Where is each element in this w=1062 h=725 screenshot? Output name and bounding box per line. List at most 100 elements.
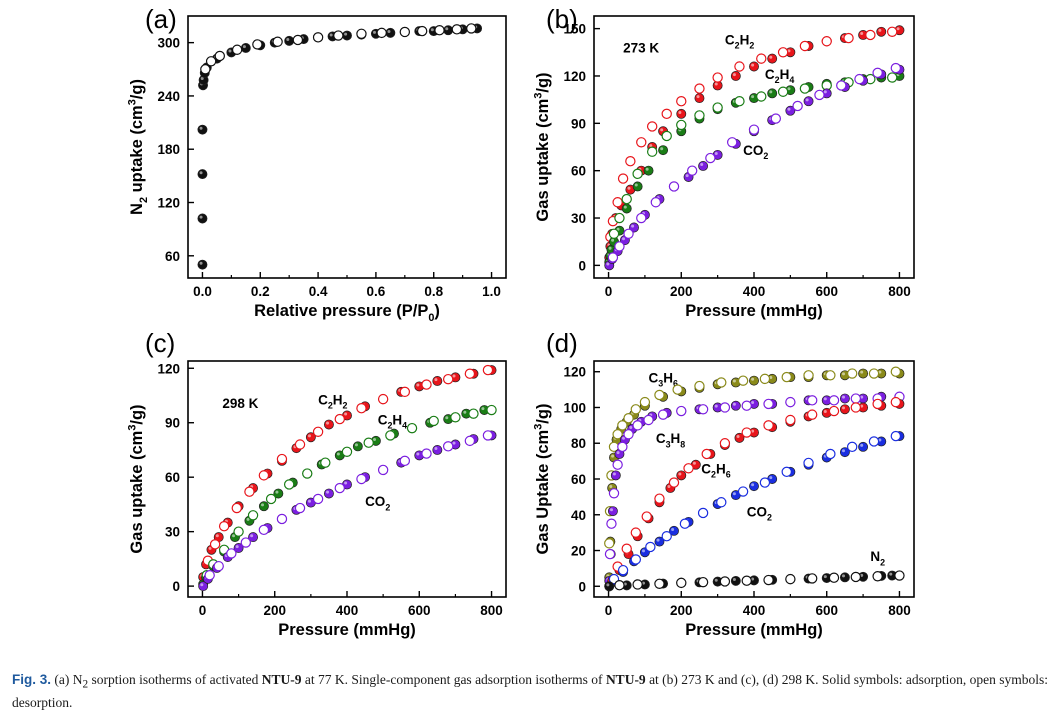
data-point-highlight	[823, 575, 827, 579]
data-point-highlight	[286, 37, 290, 41]
data-point	[668, 477, 680, 488]
series-a	[200, 23, 477, 75]
data-point	[676, 119, 687, 131]
data-point	[676, 108, 687, 119]
y-tick-label-d: 0	[578, 579, 586, 594]
data-point	[839, 393, 850, 404]
data-point	[428, 415, 439, 427]
figure-caption: Fig. 3. (a) N2 sorption isotherms of act…	[12, 671, 1052, 711]
data-point	[451, 24, 463, 35]
data-point	[213, 560, 224, 572]
data-point	[737, 486, 749, 497]
data-point-highlight	[842, 574, 846, 578]
data-point	[661, 531, 672, 542]
data-point	[272, 36, 283, 47]
data-point-highlight	[452, 374, 456, 378]
data-point-highlight	[751, 483, 755, 487]
data-point	[749, 481, 759, 492]
data-point-highlight	[634, 183, 638, 187]
data-point	[792, 100, 803, 112]
annotation-b: 273 K	[623, 40, 659, 55]
data-point	[607, 252, 619, 263]
data-point	[781, 371, 792, 383]
y-tick-label-a: 180	[157, 142, 180, 157]
data-point	[312, 493, 324, 505]
data-point	[756, 53, 767, 64]
data-point	[858, 441, 869, 452]
data-point-highlight	[667, 485, 671, 489]
data-point	[767, 53, 778, 64]
caption-text-3: at 77 K. Single-component gas adsorption…	[301, 672, 606, 687]
data-point	[632, 181, 643, 192]
data-point-highlight	[700, 163, 704, 167]
data-point	[399, 455, 411, 467]
data-point-highlight	[235, 545, 239, 549]
data-point-highlight	[671, 527, 675, 531]
data-point	[697, 576, 709, 588]
data-point	[868, 436, 880, 447]
data-point	[363, 437, 374, 448]
data-point-highlight	[609, 485, 613, 489]
data-point	[645, 541, 656, 553]
y-tick-label-a: 120	[157, 196, 180, 211]
data-point-highlight	[787, 107, 791, 111]
data-point	[614, 241, 625, 252]
data-point	[828, 405, 840, 417]
x-axis-label-c: Pressure (mmHg)	[278, 621, 416, 639]
data-point	[376, 27, 387, 39]
data-point-highlight	[736, 434, 740, 438]
data-point	[694, 380, 705, 392]
data-point	[894, 570, 905, 581]
data-point	[694, 110, 705, 121]
series-d	[614, 570, 905, 591]
data-point	[617, 173, 629, 184]
data-point	[821, 36, 832, 47]
series-c	[202, 364, 494, 566]
data-point-highlight	[199, 215, 203, 219]
caption-text-2: sorption isotherms of activated	[88, 672, 262, 687]
data-point	[865, 29, 876, 41]
data-point	[612, 429, 623, 440]
data-point-highlight	[373, 30, 377, 34]
caption-text-4: at (b) 273 K and (c), (d) 298 K. Solid s…	[12, 672, 1049, 710]
y-tick-label-c: 60	[165, 470, 180, 485]
data-point	[604, 581, 615, 592]
data-point-highlight	[387, 29, 391, 33]
data-point	[312, 426, 324, 437]
data-point	[759, 477, 771, 488]
data-point	[356, 473, 367, 485]
data-point-highlight	[878, 28, 882, 32]
data-point	[197, 169, 208, 180]
data-point-highlight	[200, 583, 204, 587]
x-axis-label-b: Pressure (mmHg)	[685, 302, 823, 320]
x-tick-label-a: 0.0	[193, 284, 212, 299]
data-point-highlight	[823, 409, 827, 413]
data-point	[803, 457, 814, 469]
annotation-b: C2H4	[765, 67, 794, 85]
data-point-highlight	[622, 237, 626, 241]
panel-label-d: (d)	[546, 328, 578, 358]
y-tick-label-a: 60	[165, 249, 180, 264]
data-point	[294, 502, 306, 514]
x-tick-label-c: 0	[199, 603, 207, 618]
plot-frame-a	[187, 15, 507, 279]
data-point	[785, 573, 796, 585]
data-point	[341, 446, 353, 457]
annotation-c: C2H4	[378, 413, 407, 431]
data-point	[342, 30, 352, 41]
data-point	[839, 572, 850, 583]
data-point	[799, 40, 811, 52]
data-point	[399, 386, 411, 398]
data-point	[698, 160, 709, 171]
data-point	[846, 368, 858, 379]
y-tick-label-d: 80	[571, 436, 586, 451]
data-point	[646, 146, 658, 157]
data-point	[240, 43, 251, 53]
data-point	[716, 377, 727, 388]
data-point	[767, 88, 778, 99]
data-point-highlight	[208, 546, 212, 550]
data-point-highlight	[860, 32, 864, 36]
x-tick-label-c: 800	[480, 603, 503, 618]
data-point	[712, 72, 723, 83]
data-point	[218, 521, 230, 532]
